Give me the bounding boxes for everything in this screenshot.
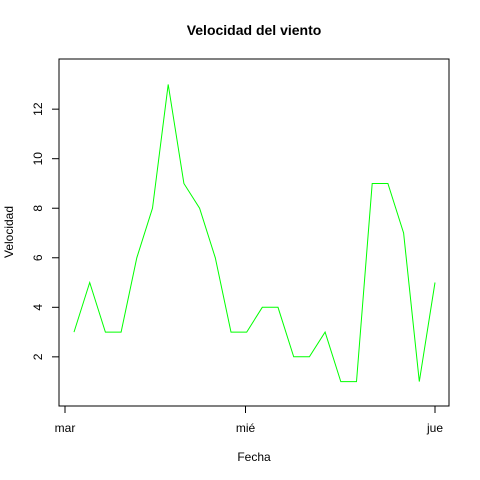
y-tick-label: 6 [31, 254, 45, 261]
x-tick-label: jue [426, 421, 443, 435]
y-axis: 2 4 6 8 10 12 [31, 102, 60, 360]
x-axis-label: Fecha [237, 450, 271, 464]
x-tick-label: mar [55, 421, 76, 435]
series-line [73, 84, 436, 383]
y-tick-label: 4 [31, 304, 45, 311]
y-axis-label: Velocidad [2, 206, 16, 258]
chart-title: Velocidad del viento [187, 22, 322, 38]
x-tick-label: mié [236, 421, 256, 435]
y-tick-label: 2 [31, 353, 45, 360]
y-tick-label: 10 [31, 152, 45, 166]
series-layer [73, 84, 436, 383]
y-tick-label: 12 [31, 102, 45, 116]
y-tick-label: 8 [31, 205, 45, 212]
x-axis: mar mié jue [55, 405, 443, 435]
